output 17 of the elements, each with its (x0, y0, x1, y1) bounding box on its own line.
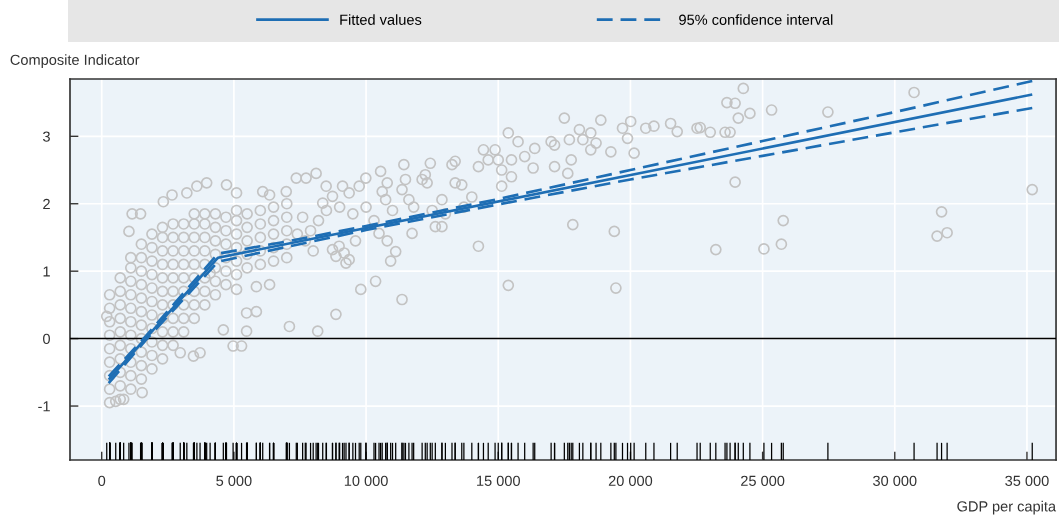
x-axis-title: GDP per capita (957, 500, 1057, 515)
legend-label: Fitted values (340, 14, 422, 25)
y-tick-label: 0 (43, 333, 50, 345)
x-tick-label: 10 000 (344, 475, 388, 486)
y-tick-label: 1 (43, 266, 50, 277)
x-tick-label: 20 000 (608, 475, 653, 486)
y-tick-label: 3 (43, 131, 50, 142)
x-tick-label: 35 000 (1005, 475, 1049, 486)
x-tick-label: 15 000 (477, 475, 520, 486)
y-tick-label: 2 (43, 198, 50, 210)
x-tick-label: 5 000 (216, 475, 252, 486)
y-tick-label: -1 (38, 401, 50, 412)
x-tick-label: 30 000 (873, 475, 917, 486)
x-tick-label: 25 000 (741, 475, 785, 486)
x-tick-label: 0 (98, 475, 106, 486)
y-axis-title: Composite Indicator (10, 54, 140, 68)
legend-label: 95% confidence interval (679, 14, 833, 25)
